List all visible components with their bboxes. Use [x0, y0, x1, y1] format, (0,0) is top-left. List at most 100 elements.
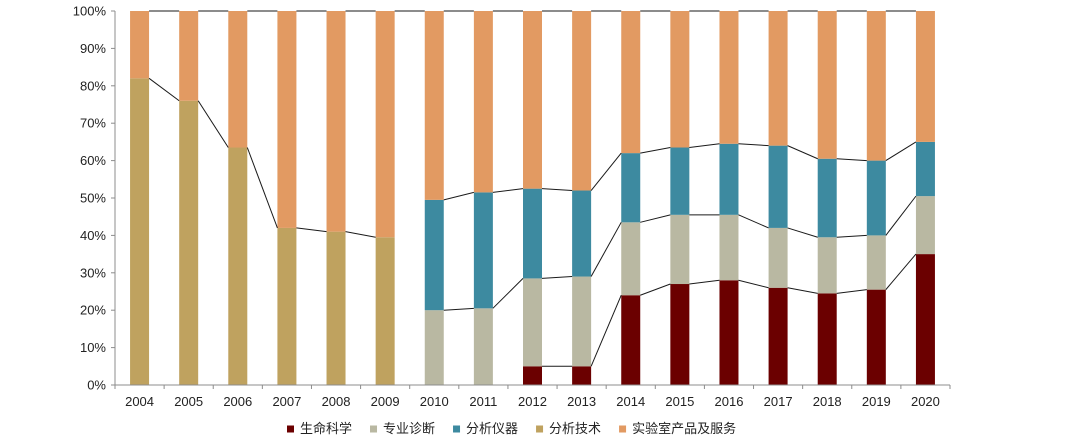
connector-line-3-2010: [443, 191, 475, 201]
x-tick-label-2014: 2014: [616, 394, 645, 409]
bar-segment-2007-5: [277, 11, 297, 228]
bar-segment-2007-4: [277, 227, 297, 385]
bar-segment-2015-1: [670, 284, 690, 385]
bar-segment-2016-3: [719, 143, 739, 215]
connector-line-1-2013: [590, 295, 622, 367]
x-tick-label-2012: 2012: [518, 394, 547, 409]
bar-segment-2012-1: [523, 366, 542, 385]
y-tick-label: 60%: [80, 153, 106, 168]
y-tick-label: 40%: [80, 228, 106, 243]
bar-segment-2018-2: [817, 237, 837, 294]
y-tick-label: 10%: [80, 340, 106, 355]
connector-line-3-2012: [541, 188, 573, 192]
bar-segment-2011-3: [473, 192, 493, 309]
connector-line-3-2013: [590, 152, 622, 191]
y-tick-label: 20%: [80, 303, 106, 318]
bar-segment-2008-4: [326, 231, 346, 385]
bars-layer: [130, 11, 935, 385]
bar-segment-2017-3: [768, 145, 788, 228]
bar-segment-2010-3: [424, 199, 444, 311]
connector-line-3-2018: [836, 158, 867, 162]
connector-line-2-2011: [492, 278, 524, 309]
x-tick-label-2011: 2011: [469, 394, 497, 409]
legend-swatch: [453, 425, 461, 433]
y-tick-label: 30%: [80, 265, 106, 280]
connector-line-1-2017: [787, 287, 818, 294]
bar-segment-2013-5: [572, 11, 592, 191]
y-tick-label: 50%: [80, 191, 106, 206]
x-tick-label-2015: 2015: [665, 394, 694, 409]
bar-segment-2014-3: [621, 153, 641, 223]
bar-segment-2017-5: [768, 11, 788, 146]
bar-segment-2010-5: [424, 11, 444, 200]
legend-label: 实验室产品及服务: [632, 421, 736, 437]
bar-segment-2012-2: [523, 278, 542, 367]
legend-item-4: 分析技术: [536, 422, 601, 437]
bar-segment-2016-1: [719, 280, 739, 385]
bar-segment-2019-2: [866, 235, 886, 290]
legend-label: 生命科学: [300, 421, 352, 437]
bar-segment-2015-5: [670, 11, 690, 148]
connector-line-3-2015: [689, 143, 720, 149]
bar-segment-2017-1: [768, 287, 788, 385]
x-tick-label-2005: 2005: [174, 394, 203, 409]
y-tick-label: 80%: [80, 78, 106, 93]
bar-segment-2016-5: [719, 11, 739, 144]
connector-line-3-2011: [492, 188, 524, 193]
x-tick-label-2010: 2010: [420, 394, 449, 409]
bar-segment-2013-1: [572, 366, 592, 385]
bar-segment-2020-1: [915, 254, 935, 385]
x-tick-label-2006: 2006: [223, 394, 252, 409]
bar-segment-2014-2: [621, 222, 641, 296]
connector-line-3-2019: [885, 141, 917, 162]
legend-label: 分析仪器: [466, 422, 518, 437]
x-tick-label-2009: 2009: [371, 394, 400, 409]
connector-lines: [148, 10, 917, 367]
x-tick-label-2020: 2020: [911, 394, 940, 409]
x-tick-label-2017: 2017: [764, 394, 793, 409]
bar-segment-2012-5: [523, 11, 542, 189]
bar-segment-2014-1: [621, 295, 641, 385]
y-tick-label: 100%: [73, 4, 107, 19]
connector-line-2-2016: [738, 214, 769, 229]
legend-swatch: [370, 425, 378, 433]
connector-line-2-2013: [590, 222, 622, 277]
bar-segment-2011-2: [473, 308, 493, 385]
connector-line-3-2016: [738, 143, 769, 147]
bar-segment-2011-5: [473, 11, 493, 193]
connector-line-2-2018: [836, 234, 867, 238]
bar-segment-2020-3: [915, 141, 935, 197]
bar-segment-2015-3: [670, 147, 690, 215]
legend-label: 分析技术: [549, 422, 601, 437]
bar-segment-2018-5: [817, 11, 837, 159]
connector-line-3-2014: [640, 147, 671, 154]
connector-line-4-2004: [148, 77, 180, 102]
connector-line-3-2017: [787, 145, 818, 160]
connector-line-4-2007: [296, 227, 327, 233]
legend-swatch: [287, 425, 294, 433]
legend-swatch: [536, 425, 544, 433]
legend-item-5: 实验室产品及服务: [619, 421, 736, 437]
x-tick-label-2008: 2008: [322, 394, 351, 409]
bar-segment-2008-5: [326, 11, 346, 232]
x-tick-label-2007: 2007: [272, 394, 301, 409]
legend-label: 专业诊断: [383, 422, 435, 437]
bar-segment-2018-3: [817, 158, 837, 238]
connector-line-1-2019: [885, 253, 917, 290]
bar-segment-2009-5: [375, 11, 395, 238]
bar-segment-2015-2: [670, 214, 690, 285]
y-tick-label: 70%: [80, 116, 106, 131]
bar-segment-2019-5: [866, 11, 886, 161]
x-tick-label-2019: 2019: [862, 394, 891, 409]
connector-line-2-2010: [443, 307, 474, 311]
connector-line-1-2015: [689, 279, 720, 285]
bar-segment-2019-3: [866, 160, 886, 236]
bar-segment-2010-2: [424, 310, 444, 385]
x-tick-label-2016: 2016: [715, 394, 744, 409]
bar-segment-2012-3: [523, 188, 542, 279]
bar-segment-2016-2: [719, 214, 739, 281]
connector-line-4-2006: [246, 147, 278, 229]
bar-segment-2020-5: [915, 11, 935, 142]
bar-segment-2013-2: [572, 276, 592, 367]
legend-item-3: 分析仪器: [453, 422, 518, 437]
